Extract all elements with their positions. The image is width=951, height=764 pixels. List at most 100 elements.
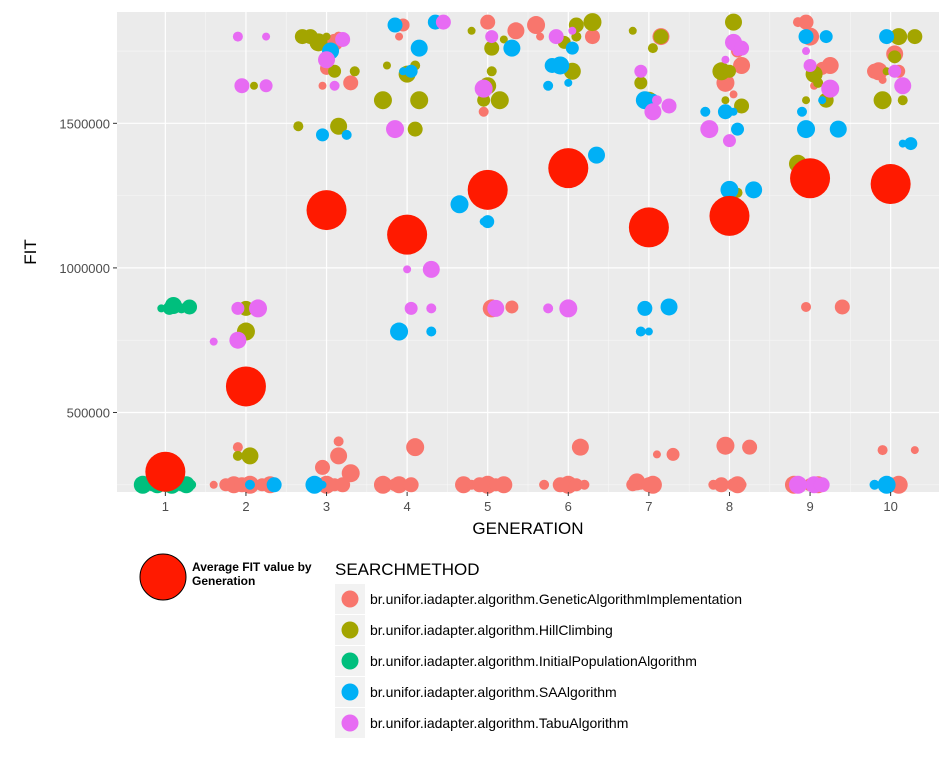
data-point <box>499 35 508 44</box>
average-point <box>709 195 750 236</box>
y-tick-label: 1000000 <box>59 261 110 276</box>
data-point <box>819 30 833 44</box>
data-point <box>910 446 919 455</box>
data-point <box>390 476 408 494</box>
average-point <box>870 164 911 205</box>
data-point <box>559 299 578 318</box>
x-tick-label: 8 <box>726 499 733 514</box>
average-point <box>225 366 266 407</box>
legend-key <box>341 621 359 639</box>
data-point <box>478 106 489 117</box>
data-point <box>406 438 425 457</box>
data-point <box>341 129 352 140</box>
legend-key <box>341 652 359 670</box>
data-point <box>869 62 888 81</box>
data-point <box>571 438 589 456</box>
data-point <box>484 40 500 56</box>
data-point <box>382 61 391 70</box>
legend-label: br.unifor.iadapter.algorithm.HillClimbin… <box>370 622 613 638</box>
data-point <box>232 31 243 42</box>
data-point <box>644 103 662 121</box>
data-point <box>480 14 496 30</box>
data-point <box>435 14 451 30</box>
data-point <box>182 299 198 315</box>
data-point <box>729 107 738 116</box>
y-tick-label: 1500000 <box>59 116 110 131</box>
data-point <box>329 80 340 91</box>
data-point <box>700 106 711 117</box>
data-point <box>568 26 577 35</box>
x-axis-title: GENERATION <box>472 519 583 538</box>
data-point <box>564 78 573 87</box>
data-point <box>209 480 218 489</box>
data-point <box>481 215 495 229</box>
legend-average-label-line: Generation <box>192 574 255 588</box>
data-point <box>305 475 324 494</box>
data-point <box>241 447 259 465</box>
legend-key <box>341 714 359 732</box>
data-point <box>450 195 469 214</box>
data-points <box>133 13 923 494</box>
data-point <box>328 64 342 78</box>
x-tick-label: 1 <box>162 499 169 514</box>
data-point <box>721 96 730 105</box>
average-point <box>387 214 428 255</box>
average-point <box>790 158 831 199</box>
data-point <box>318 51 336 69</box>
data-point <box>487 299 505 317</box>
x-tick-label: 7 <box>645 499 652 514</box>
y-tick-label: 500000 <box>67 405 110 420</box>
data-point <box>797 106 807 117</box>
x-tick-label: 5 <box>484 499 491 514</box>
data-point <box>722 134 736 148</box>
data-point <box>888 64 902 78</box>
data-point <box>294 29 310 45</box>
x-tick-label: 6 <box>565 499 572 514</box>
average-point <box>306 190 347 231</box>
data-point <box>647 43 658 54</box>
data-point <box>798 29 814 45</box>
data-point <box>652 450 661 459</box>
data-point <box>733 56 751 74</box>
x-tick-label: 9 <box>806 499 813 514</box>
average-points <box>145 148 911 492</box>
data-point <box>386 120 405 139</box>
data-point <box>249 299 268 318</box>
data-point <box>802 96 811 105</box>
data-point <box>888 50 902 64</box>
average-point <box>548 148 589 189</box>
data-point <box>231 301 245 315</box>
data-point <box>720 180 739 199</box>
data-point <box>635 326 646 337</box>
data-point <box>244 479 255 490</box>
data-point <box>318 81 327 90</box>
data-point <box>503 39 521 57</box>
data-point <box>343 75 359 91</box>
data-point <box>387 17 403 33</box>
data-point <box>507 22 525 40</box>
data-point <box>734 98 750 114</box>
data-point <box>634 64 648 78</box>
data-point <box>877 475 896 494</box>
data-point <box>316 128 329 142</box>
data-point <box>661 98 677 114</box>
data-point <box>729 90 738 99</box>
data-point <box>813 77 824 88</box>
data-point <box>266 477 282 493</box>
legend-key <box>341 590 359 608</box>
data-point <box>721 55 730 64</box>
data-point <box>335 31 351 47</box>
y-axis-title: FIT <box>21 239 40 265</box>
data-point <box>873 91 892 110</box>
data-point <box>341 464 360 483</box>
data-point <box>318 480 327 489</box>
data-point <box>583 13 602 32</box>
data-point <box>890 28 908 46</box>
data-point <box>716 436 735 455</box>
data-point <box>485 30 499 44</box>
average-point <box>467 169 508 210</box>
data-point <box>821 56 839 74</box>
legend-average: Average FIT value by Generation <box>139 553 312 601</box>
